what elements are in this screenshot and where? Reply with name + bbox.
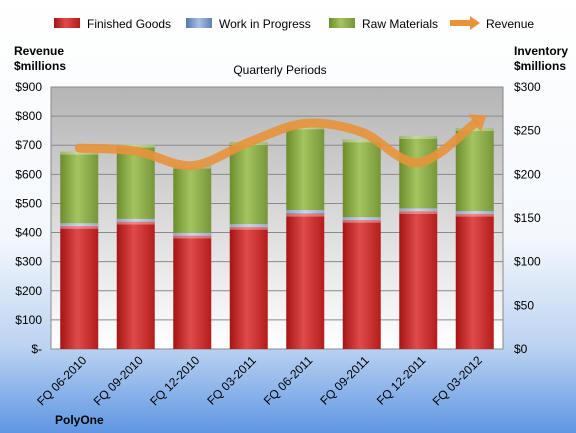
bar-work-in-progress bbox=[286, 210, 325, 214]
legend-swatch-raw-materials bbox=[329, 18, 355, 28]
revenue-line-arrowhead bbox=[468, 114, 487, 133]
y-right-tick-label: $100 bbox=[514, 255, 541, 269]
legend-label-work-in-progress: Work in Progress bbox=[219, 17, 311, 31]
bar-finished-goods bbox=[229, 226, 268, 349]
bar-finished-goods bbox=[60, 225, 99, 349]
bar-work-in-progress-highlight bbox=[60, 223, 99, 227]
bar-work-in-progress bbox=[342, 217, 381, 220]
bar-raw-materials-highlight bbox=[60, 151, 99, 155]
y-right-title-line2: $millions bbox=[514, 59, 566, 73]
y-left-tick-label: $600 bbox=[15, 167, 42, 181]
bar-finished-goods bbox=[342, 219, 381, 349]
y-left-ticks: $- $100 $200 $300 $400 $500 $600 $700 $800 $900 bbox=[15, 80, 42, 356]
y-right-tick-label: $0 bbox=[514, 342, 528, 356]
y-left-tick-label: $500 bbox=[15, 196, 42, 210]
bar-work-in-progress-highlight bbox=[229, 224, 268, 228]
bar-work-in-progress bbox=[116, 218, 155, 222]
bar-work-in-progress bbox=[173, 232, 212, 236]
legend-label-finished-goods: Finished Goods bbox=[87, 17, 171, 31]
legend-arrow-revenue bbox=[470, 16, 480, 30]
y-left-tick-label: $900 bbox=[15, 80, 42, 94]
legend-swatch-finished-goods bbox=[54, 18, 80, 28]
y-right-tick-label: $300 bbox=[514, 80, 541, 94]
bar-finished-goods-highlight bbox=[60, 225, 99, 229]
y-right-title-line1: Inventory bbox=[514, 44, 568, 58]
y-right-tick-label: $150 bbox=[514, 211, 541, 225]
y-left-tick-label: $300 bbox=[15, 255, 42, 269]
revenue-line-path bbox=[74, 118, 480, 171]
bar-finished-goods bbox=[116, 221, 155, 349]
bar-finished-goods-highlight bbox=[116, 221, 155, 225]
bar-raw-materials bbox=[173, 165, 212, 233]
bars bbox=[60, 126, 494, 349]
bar-work-in-progress bbox=[229, 224, 268, 227]
bar-finished-goods-highlight bbox=[455, 213, 494, 217]
y-left-tick-label: $200 bbox=[15, 284, 42, 298]
y-right-tick-label: $200 bbox=[514, 167, 541, 181]
bar-raw-materials bbox=[399, 135, 438, 209]
bar-finished-goods bbox=[455, 213, 494, 349]
y-right-tick-label: $50 bbox=[514, 298, 534, 312]
y-left-tick-label: $100 bbox=[15, 313, 42, 327]
bar-raw-materials-highlight bbox=[455, 128, 494, 132]
bar-finished-goods bbox=[173, 235, 212, 349]
bar-raw-materials bbox=[286, 126, 325, 211]
bar-work-in-progress bbox=[455, 211, 494, 214]
legend-label-raw-materials: Raw Materials bbox=[362, 17, 438, 31]
bar-finished-goods bbox=[399, 211, 438, 349]
bar-finished-goods-highlight bbox=[286, 213, 325, 217]
bar-raw-materials-highlight bbox=[399, 135, 438, 139]
bar-raw-materials-highlight bbox=[342, 139, 381, 143]
legend-swatch-work-in-progress bbox=[186, 18, 212, 28]
bar-finished-goods bbox=[286, 213, 325, 349]
bar-work-in-progress bbox=[399, 208, 438, 212]
y-right-ticks: $0 $50 $100 $150 $200 $250 $300 bbox=[514, 80, 541, 356]
y-left-tick-label: $700 bbox=[15, 138, 42, 152]
bar-work-in-progress bbox=[60, 223, 99, 226]
chart-subtitle: Quarterly Periods bbox=[233, 63, 326, 77]
company-name: PolyOne bbox=[55, 413, 104, 427]
bar-finished-goods-highlight bbox=[399, 211, 438, 215]
bar-finished-goods-highlight bbox=[342, 219, 381, 223]
y-left-title-line2: $millions bbox=[14, 59, 66, 73]
bar-raw-materials bbox=[60, 151, 99, 224]
bar-finished-goods-highlight bbox=[229, 226, 268, 230]
bar-work-in-progress-highlight bbox=[173, 232, 212, 236]
y-right-tick-label: $250 bbox=[514, 124, 541, 138]
y-left-tick-label: $- bbox=[31, 342, 42, 356]
bar-work-in-progress-highlight bbox=[116, 218, 155, 222]
bar-raw-materials-highlight bbox=[116, 144, 155, 148]
y-left-tick-label: $400 bbox=[15, 226, 42, 240]
bar-raw-materials bbox=[342, 139, 381, 218]
bar-work-in-progress-highlight bbox=[286, 210, 325, 214]
bar-raw-materials bbox=[229, 142, 268, 225]
bar-finished-goods-highlight bbox=[173, 235, 212, 239]
bar-raw-materials bbox=[455, 128, 494, 212]
y-left-title-line1: Revenue bbox=[14, 44, 64, 58]
legend: Finished Goods Work in Progress Raw Mate… bbox=[54, 16, 534, 31]
bar-work-in-progress-highlight bbox=[455, 211, 494, 215]
y-left-tick-label: $800 bbox=[15, 109, 42, 123]
revenue-line bbox=[74, 114, 487, 171]
bar-work-in-progress-highlight bbox=[399, 208, 438, 212]
legend-label-revenue: Revenue bbox=[486, 17, 534, 31]
bar-work-in-progress-highlight bbox=[342, 217, 381, 221]
